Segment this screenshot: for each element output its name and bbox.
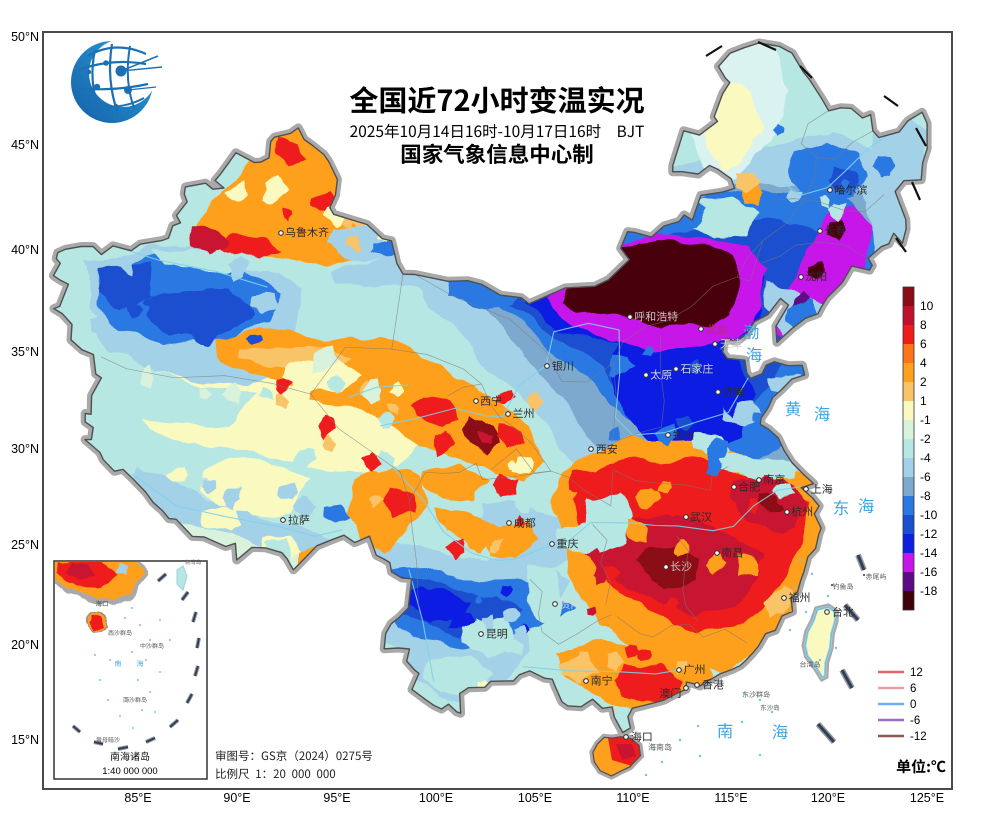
svg-text:2: 2 xyxy=(920,375,927,389)
svg-text:-8: -8 xyxy=(920,489,931,503)
svg-text:0: 0 xyxy=(910,699,916,711)
svg-text:-12: -12 xyxy=(920,527,938,541)
svg-text:-16: -16 xyxy=(920,565,938,579)
svg-text:90°E: 90°E xyxy=(223,791,250,805)
svg-text:-10: -10 xyxy=(920,508,938,522)
svg-text:30°N: 30°N xyxy=(11,442,39,456)
svg-text:1: 1 xyxy=(920,394,927,408)
svg-text:-4: -4 xyxy=(920,451,931,465)
svg-text:120°E: 120°E xyxy=(811,791,845,805)
svg-text:-14: -14 xyxy=(920,546,938,560)
svg-text:85°E: 85°E xyxy=(124,791,151,805)
svg-text:-6: -6 xyxy=(910,715,920,727)
svg-text:100°E: 100°E xyxy=(419,791,453,805)
svg-text:6: 6 xyxy=(910,683,916,695)
svg-text:40°N: 40°N xyxy=(11,243,39,257)
svg-text:1:40 000 000: 1:40 000 000 xyxy=(102,766,157,777)
svg-text:105°E: 105°E xyxy=(518,791,552,805)
svg-text:25°N: 25°N xyxy=(11,538,39,552)
svg-text:35°N: 35°N xyxy=(11,345,39,359)
svg-text:50°N: 50°N xyxy=(11,30,39,44)
svg-text:20°N: 20°N xyxy=(11,638,39,652)
svg-text:-18: -18 xyxy=(920,584,938,598)
svg-text:6: 6 xyxy=(920,337,927,351)
svg-text:110°E: 110°E xyxy=(616,791,649,805)
svg-text:8: 8 xyxy=(920,318,927,332)
svg-text:-2: -2 xyxy=(920,432,931,446)
svg-text:115°E: 115°E xyxy=(714,791,747,805)
svg-text:95°E: 95°E xyxy=(323,791,350,805)
svg-text:-1: -1 xyxy=(920,413,931,427)
svg-text:10: 10 xyxy=(920,299,934,313)
svg-text:45°N: 45°N xyxy=(11,138,39,152)
svg-text:4: 4 xyxy=(920,356,927,370)
svg-text:15°N: 15°N xyxy=(11,733,39,747)
svg-text:12: 12 xyxy=(910,667,923,679)
svg-text:-12: -12 xyxy=(910,731,927,743)
svg-text:-6: -6 xyxy=(920,470,931,484)
svg-text:125°E: 125°E xyxy=(910,791,944,805)
